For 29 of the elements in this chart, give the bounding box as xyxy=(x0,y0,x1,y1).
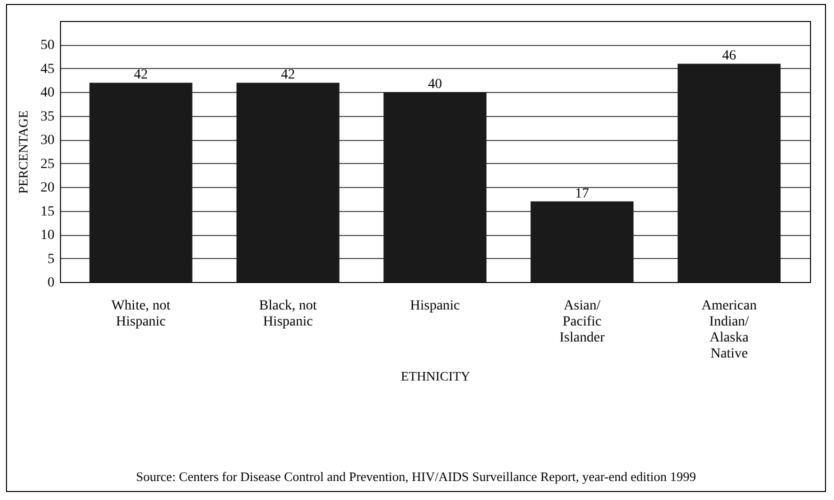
bar xyxy=(384,92,486,282)
y-tick-label: 10 xyxy=(40,228,54,244)
y-tick-label: 0 xyxy=(48,276,54,290)
bar xyxy=(530,201,634,282)
x-tick-label: Asian/ Pacific Islander xyxy=(560,298,605,346)
data-label: 42 xyxy=(134,68,148,83)
x-tick-label: White, not Hispanic xyxy=(111,298,171,330)
y-tick-label: 30 xyxy=(40,133,54,148)
bar xyxy=(89,82,192,282)
y-tick-label: 40 xyxy=(40,86,54,101)
y-axis-title: PERCENTAGE xyxy=(16,110,30,194)
y-tick-label: 50 xyxy=(40,38,54,54)
bar xyxy=(678,64,781,282)
y-tick-label: 35 xyxy=(40,109,54,124)
data-label: 40 xyxy=(428,77,442,92)
y-tick-label: 15 xyxy=(40,204,54,220)
x-tick-label: Black, not Hispanic xyxy=(259,298,317,330)
y-tick-label: 20 xyxy=(40,180,54,196)
y-tick-label: 5 xyxy=(48,252,54,267)
data-label: 46 xyxy=(722,48,736,64)
y-tick-label: 45 xyxy=(40,62,54,77)
data-label: 17 xyxy=(575,186,590,202)
y-tick-label: 25 xyxy=(40,156,54,172)
data-label: 42 xyxy=(280,68,295,83)
source-note: Source: Centers for Disease Control and Prevention, HIV/AIDS Surveillance Report, year-end edition 1999 xyxy=(134,469,698,485)
bar xyxy=(236,82,340,282)
x-axis-title: ETHNICITY xyxy=(400,368,471,384)
x-tick-label: American Indian/ Alaska Native xyxy=(702,298,757,362)
x-tick-label: Hispanic xyxy=(410,298,460,314)
